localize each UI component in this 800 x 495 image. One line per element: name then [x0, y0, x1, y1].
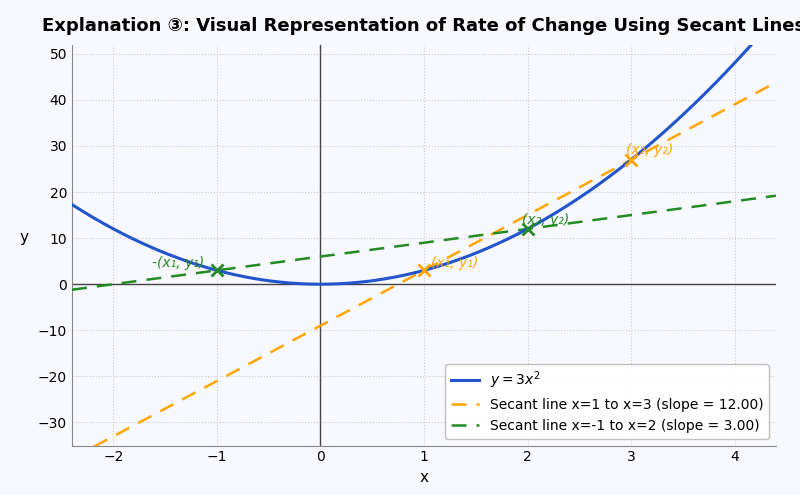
- Secant line x=1 to x=3 (slope = 12.00): [346, 306, 355, 312]
- $y = 3x^2$: [315, 281, 325, 287]
- Text: (x₁, y₁): (x₁, y₁): [431, 256, 478, 270]
- Secant line x=1 to x=3 (slope = 12.00): [297, 333, 306, 339]
- Line: $y = 3x^2$: $y = 3x^2$: [72, 16, 776, 284]
- Line: Secant line x=1 to x=3 (slope = 12.00): Secant line x=1 to x=3 (slope = 12.00): [72, 82, 776, 458]
- Y-axis label: y: y: [19, 230, 29, 245]
- Secant line x=1 to x=3 (slope = 12.00): [152, 410, 162, 416]
- Secant line x=1 to x=3 (slope = 12.00): [510, 219, 520, 225]
- Secant line x=-1 to x=2 (slope = 3.00): [771, 193, 781, 198]
- Text: -(x₁, y₁): -(x₁, y₁): [152, 256, 205, 270]
- $y = 3x^2$: [248, 275, 258, 281]
- Secant line x=-1 to x=2 (slope = 3.00): [346, 249, 355, 255]
- Title: Explanation ③: Visual Representation of Rate of Change Using Secant Lines: Explanation ③: Visual Representation of …: [42, 17, 800, 35]
- Secant line x=1 to x=3 (slope = 12.00): [771, 79, 781, 85]
- Secant line x=-1 to x=2 (slope = 3.00): [152, 275, 162, 281]
- $y = 3x^2$: [192, 261, 202, 267]
- Text: (x₂, y₂): (x₂, y₂): [626, 143, 673, 157]
- $y = 3x^2$: [387, 275, 397, 281]
- Legend: $y = 3x^2$, Secant line x=1 to x=3 (slope = 12.00), Secant line x=-1 to x=2 (slo: $y = 3x^2$, Secant line x=1 to x=3 (slop…: [446, 364, 769, 439]
- Secant line x=-1 to x=2 (slope = 3.00): [579, 218, 589, 224]
- Secant line x=1 to x=3 (slope = 12.00): [579, 182, 589, 188]
- Secant line x=-1 to x=2 (slope = 3.00): [67, 287, 77, 293]
- Secant line x=1 to x=3 (slope = 12.00): [67, 455, 77, 461]
- Line: Secant line x=-1 to x=2 (slope = 3.00): Secant line x=-1 to x=2 (slope = 3.00): [72, 196, 776, 290]
- Secant line x=-1 to x=2 (slope = 3.00): [575, 219, 585, 225]
- $y = 3x^2$: [67, 201, 77, 207]
- $y = 3x^2$: [483, 245, 493, 251]
- Secant line x=-1 to x=2 (slope = 3.00): [297, 256, 306, 262]
- Secant line x=-1 to x=2 (slope = 3.00): [510, 228, 520, 234]
- Text: (x₂, y₂): (x₂, y₂): [522, 213, 570, 227]
- X-axis label: x: x: [419, 470, 429, 485]
- $y = 3x^2$: [598, 178, 608, 184]
- $y = 3x^2$: [771, 13, 781, 19]
- Secant line x=1 to x=3 (slope = 12.00): [575, 184, 585, 190]
- $y = 3x^2$: [538, 217, 548, 223]
